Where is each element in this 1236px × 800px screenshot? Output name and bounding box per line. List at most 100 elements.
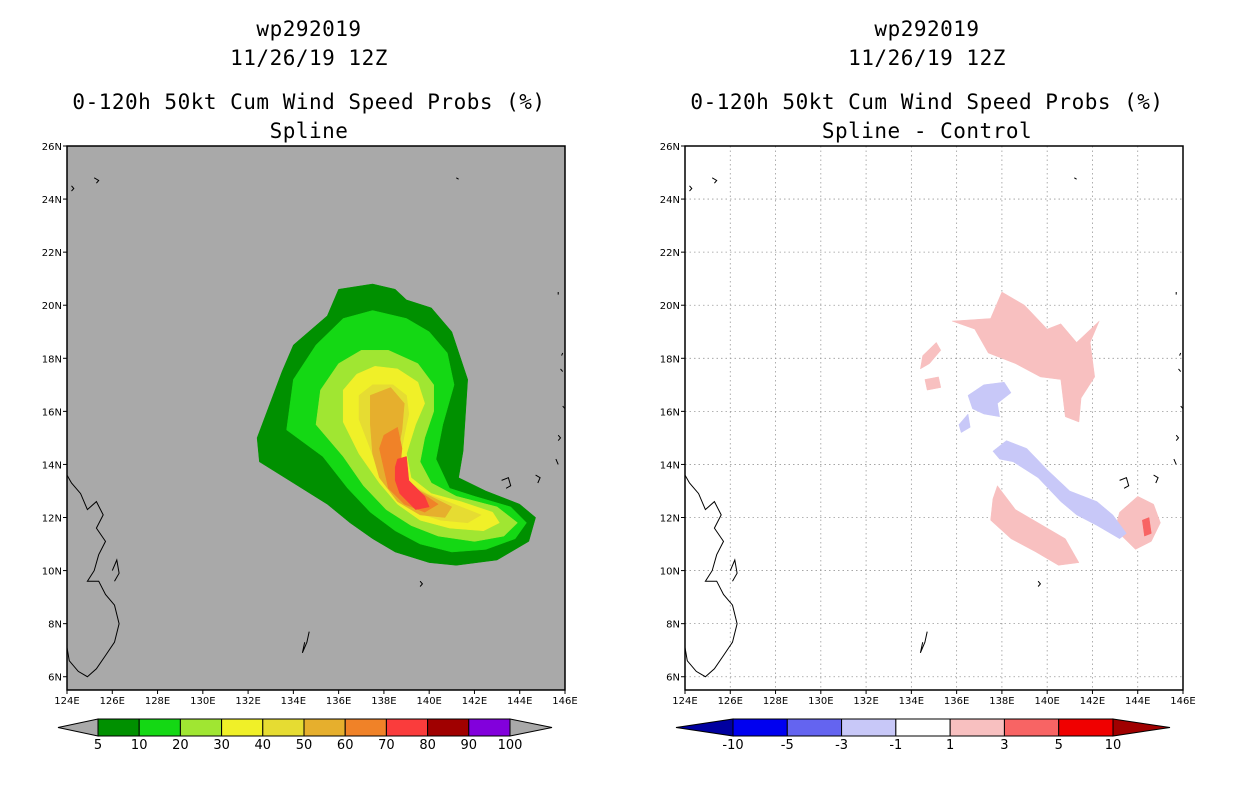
plot-frame [66,145,566,691]
contour-level-1 [951,291,1100,423]
colorbar-swatch [1058,718,1114,737]
colorbar-label: 20 [172,738,189,753]
x-tick-label: 128E [763,696,788,707]
y-tick-label: 14N [42,460,62,471]
colorbar-label: -3 [835,738,848,753]
coastline [66,474,120,678]
coastline [301,631,310,653]
x-tick-label: 142E [1080,696,1105,707]
y-tick-label: 10N [660,567,680,578]
colorbar-label: 60 [337,738,354,753]
coastline [71,185,75,192]
x-tick-label: 138E [371,696,396,707]
x-tick-label: 146E [1170,696,1195,707]
y-tick-label: 14N [660,460,680,471]
colorbar-swatch [949,718,1005,737]
coastline [557,434,562,441]
colorbar-swatch [221,718,264,737]
colorbar-swatch [97,718,140,737]
x-tick-label: 126E [718,696,743,707]
colorbar-label: 100 [498,738,523,753]
colorbar-label: 40 [255,738,272,753]
y-tick-label: 6N [48,673,62,684]
chart-title: 0-120h 50kt Cum Wind Speed Probs (%) [72,90,546,114]
storm-id-title: wp292019 [874,17,980,41]
coastline [1037,580,1042,587]
colorbar-label: 30 [213,738,230,753]
contour-level-neg1 [967,381,1012,417]
x-tick-label: 130E [190,696,215,707]
coastline [1179,352,1182,356]
colorbar-label: -1 [889,738,902,753]
coastline [535,474,541,484]
contour-level-1 [924,376,942,391]
x-tick-label: 136E [326,696,351,707]
x-tick-label: 140E [416,696,441,707]
datetime-title: 11/26/19 12Z [848,46,1006,70]
y-tick-label: 16N [42,407,62,418]
colorbar-label: 10 [131,738,148,753]
coastline [1119,477,1130,489]
chart-subtitle: Spline [269,119,349,143]
y-tick-label: 24N [42,195,62,206]
contour-level-neg1 [992,440,1127,539]
x-tick-label: 126E [100,696,125,707]
colorbar-label: 90 [461,738,478,753]
x-tick-label: 128E [145,696,170,707]
coastline [689,185,693,192]
storm-id-title: wp292019 [256,17,362,41]
y-tick-label: 18N [42,354,62,365]
spline-control-difference-panel: wp292019 11/26/19 12Z 0-120h 50kt Cum Wi… [618,0,1236,800]
y-tick-label: 12N [42,514,62,525]
x-tick-label: 142E [462,696,487,707]
y-tick-label: 12N [660,514,680,525]
colorbar-swatch [895,718,951,737]
y-tick-label: 26N [660,142,680,153]
colorbar-swatch [179,718,223,737]
colorbar-upper-arrow [1112,718,1171,737]
x-tick-label: 140E [1034,696,1059,707]
colorbar-lower-arrow [57,718,99,737]
colorbar-swatch [303,718,346,737]
spline-probability-panel: wp292019 11/26/19 12Z 0-120h 50kt Cum Wi… [42,17,578,753]
y-tick-label: 16N [660,407,680,418]
colorbar-swatch [427,718,470,737]
difference-map-plot: 124E 126E 128E 130E 132E 134E 136E 138E 140E 142E… [660,142,1196,753]
coastline [111,558,120,582]
colorbar-label: 5 [94,738,102,753]
x-tick-label: 132E [235,696,260,707]
y-tick-label: 8N [48,620,62,631]
colorbar-swatch [732,718,788,737]
x-tick-label: 134E [281,696,306,707]
coastlines [684,177,1184,678]
colorbar-label: 50 [296,738,313,753]
y-tick-label: 20N [660,301,680,312]
coastline [561,352,564,356]
colorbar-swatch [344,718,387,737]
colorbar-label: -5 [781,738,794,753]
colorbar-swatch [262,718,305,737]
y-tick-label: 20N [42,301,62,312]
coastline [501,477,512,489]
contour-level-neg1 [958,413,971,433]
y-tick-label: 26N [42,142,62,153]
colorbar-swatch [1003,718,1060,737]
contour-level-70 [394,456,430,510]
contour-level-3 [1142,517,1152,537]
coastline [560,368,564,372]
coastline [93,177,100,184]
colorbar-label: 3 [1000,738,1008,753]
y-tick-label: 22N [42,248,62,259]
colorbar-label: -10 [722,738,743,753]
coastline [729,558,738,582]
x-tick-label: 130E [808,696,833,707]
colorbar-label: 80 [419,738,436,753]
colorbar-swatch [138,718,181,737]
x-tick-label: 144E [507,696,532,707]
coastline [1074,177,1077,180]
y-tick-label: 18N [660,354,680,365]
colorbar-upper-arrow [509,718,553,737]
y-tick-label: 10N [42,567,62,578]
coastline [684,474,738,678]
colorbar: -10 -5 -3 -1 1 3 5 10 [675,718,1171,753]
